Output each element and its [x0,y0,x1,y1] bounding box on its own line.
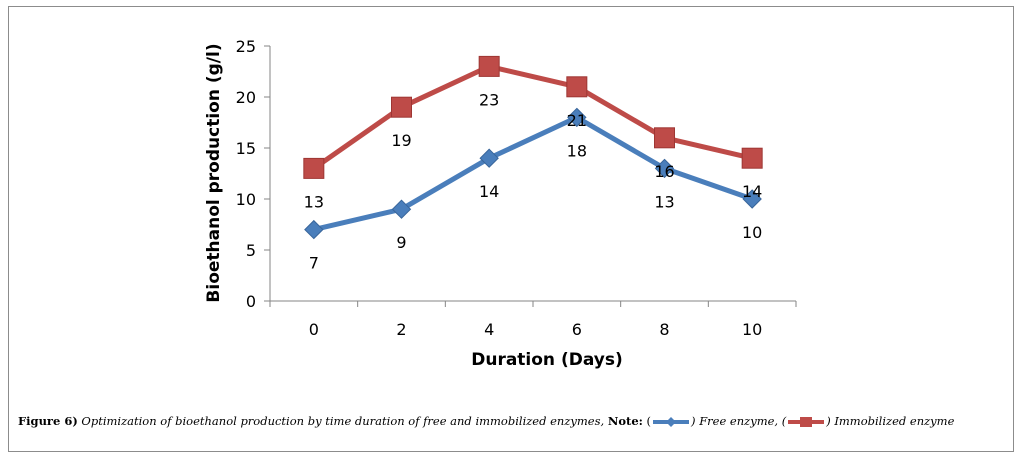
data-label-immobilized-enzyme: 16 [654,162,674,181]
x-tick-label: 4 [484,320,494,339]
legend-open: ( [646,414,652,428]
data-label-free-enzyme: 9 [396,233,406,252]
x-tick-label: 8 [659,320,669,339]
data-label-immobilized-enzyme: 14 [742,182,762,201]
figure-caption: Figure 6) Optimization of bioethanol pro… [18,414,1008,428]
x-tick-label: 0 [309,320,319,339]
data-label-immobilized-enzyme: 19 [391,131,411,150]
series-layer [303,55,763,240]
data-label-immobilized-enzyme: 23 [479,90,499,109]
y-tick-label: 5 [246,241,256,260]
data-point-free-enzyme [479,148,499,168]
figure-frame [8,6,1014,452]
data-label-free-enzyme: 18 [567,141,587,160]
legend-free-enzyme-icon [653,417,690,427]
axes: 0 5 10 15 20 25 0 2 4 6 8 10 [236,37,797,339]
y-axis-title: Bioethanol production (g/l) [204,43,224,302]
legend-immobilized-enzyme: ) Immobilized enzyme [826,414,955,428]
data-label-free-enzyme: 14 [479,182,499,201]
data-point-immobilized-enzyme [566,76,588,98]
data-point-immobilized-enzyme [303,157,325,179]
data-label-immobilized-enzyme: 21 [567,111,587,130]
series-line-free-enzyme [313,114,753,233]
data-point-free-enzyme [654,158,675,179]
data-point-free-enzyme [567,107,587,128]
y-tick-label: 20 [236,88,256,107]
data-point-immobilized-enzyme [741,147,763,169]
x-axis-title: Duration (Days) [471,350,623,370]
y-tick-label: 10 [236,190,256,209]
figure-label: Figure 6) [18,414,78,428]
y-tick-label: 0 [246,292,256,311]
x-tick-label: 6 [572,320,582,339]
series-line-immobilized-enzyme [312,63,753,171]
data-label-free-enzyme: 13 [654,192,674,211]
data-point-immobilized-enzyme [478,55,500,77]
x-tick-label: 2 [396,320,406,339]
data-point-immobilized-enzyme [391,96,412,118]
data-point-free-enzyme [304,219,324,240]
x-tick-label: 10 [742,320,762,339]
note-label: Note: [607,414,643,428]
data-point-free-enzyme [391,199,412,219]
legend-immobilized-enzyme-icon [788,417,825,427]
data-labels: 7 9 14 18 13 10 13 19 23 21 16 14 [304,90,763,272]
data-label-free-enzyme: 10 [742,223,762,242]
y-tick-label: 25 [236,37,256,56]
y-tick-label: 15 [236,139,256,158]
data-point-free-enzyme [742,189,762,209]
legend-free-enzyme: ) Free enzyme, ( [691,414,787,428]
chart: 0 5 10 15 20 25 0 2 4 6 8 10 7 9 14 18 13 10 13 19 23 21 16 14… [204,37,797,370]
data-label-free-enzyme: 7 [309,254,319,273]
data-label-immobilized-enzyme: 13 [304,192,324,211]
caption-text: Optimization of bioethanol production by… [81,414,605,428]
data-point-immobilized-enzyme [654,127,675,149]
